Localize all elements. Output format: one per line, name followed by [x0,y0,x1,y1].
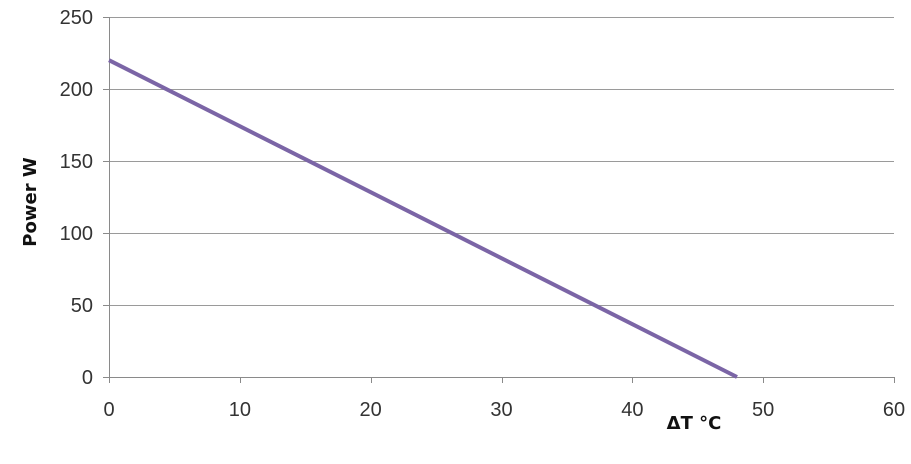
x-tick-label-10: 10 [229,399,251,421]
x-tick-label-50: 50 [752,399,774,421]
y-tick-label-250: 250 [60,7,93,29]
axes [103,17,895,383]
gridlines [109,17,894,306]
x-tick-labels: 0 10 20 30 40 50 60 [103,399,905,421]
y-tick-label-50: 50 [71,295,93,317]
series-line-0 [108,58,738,379]
y-tick-label-0: 0 [82,367,93,389]
x-axis-title: ΔT °C [667,413,722,434]
x-tick-label-0: 0 [103,399,114,421]
y-tick-label-200: 200 [60,79,93,101]
series-layer [108,58,738,379]
x-tick-label-30: 30 [490,399,512,421]
y-tick-labels: 0 50 100 150 200 250 [60,7,93,389]
x-tick-label-20: 20 [360,399,382,421]
x-tick-label-60: 60 [883,399,905,421]
y-tick-label-100: 100 [60,223,93,245]
y-tick-label-150: 150 [60,151,93,173]
y-axis-title: Power W [20,157,41,247]
x-tick-label-40: 40 [621,399,643,421]
